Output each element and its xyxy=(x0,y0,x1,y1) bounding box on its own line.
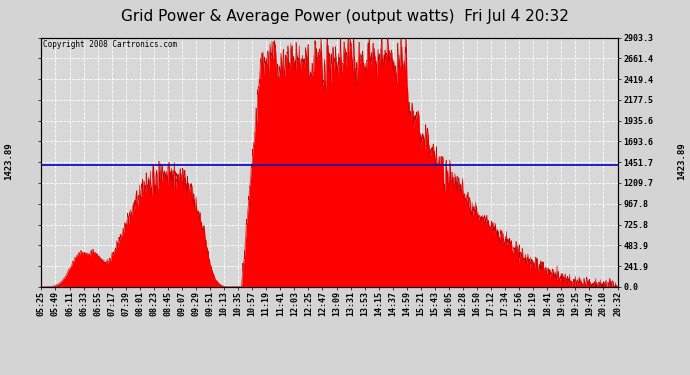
Text: Grid Power & Average Power (output watts)  Fri Jul 4 20:32: Grid Power & Average Power (output watts… xyxy=(121,9,569,24)
Text: Copyright 2008 Cartronics.com: Copyright 2008 Cartronics.com xyxy=(43,40,177,49)
Text: 1423.89: 1423.89 xyxy=(3,142,13,180)
Text: 1423.89: 1423.89 xyxy=(677,142,687,180)
